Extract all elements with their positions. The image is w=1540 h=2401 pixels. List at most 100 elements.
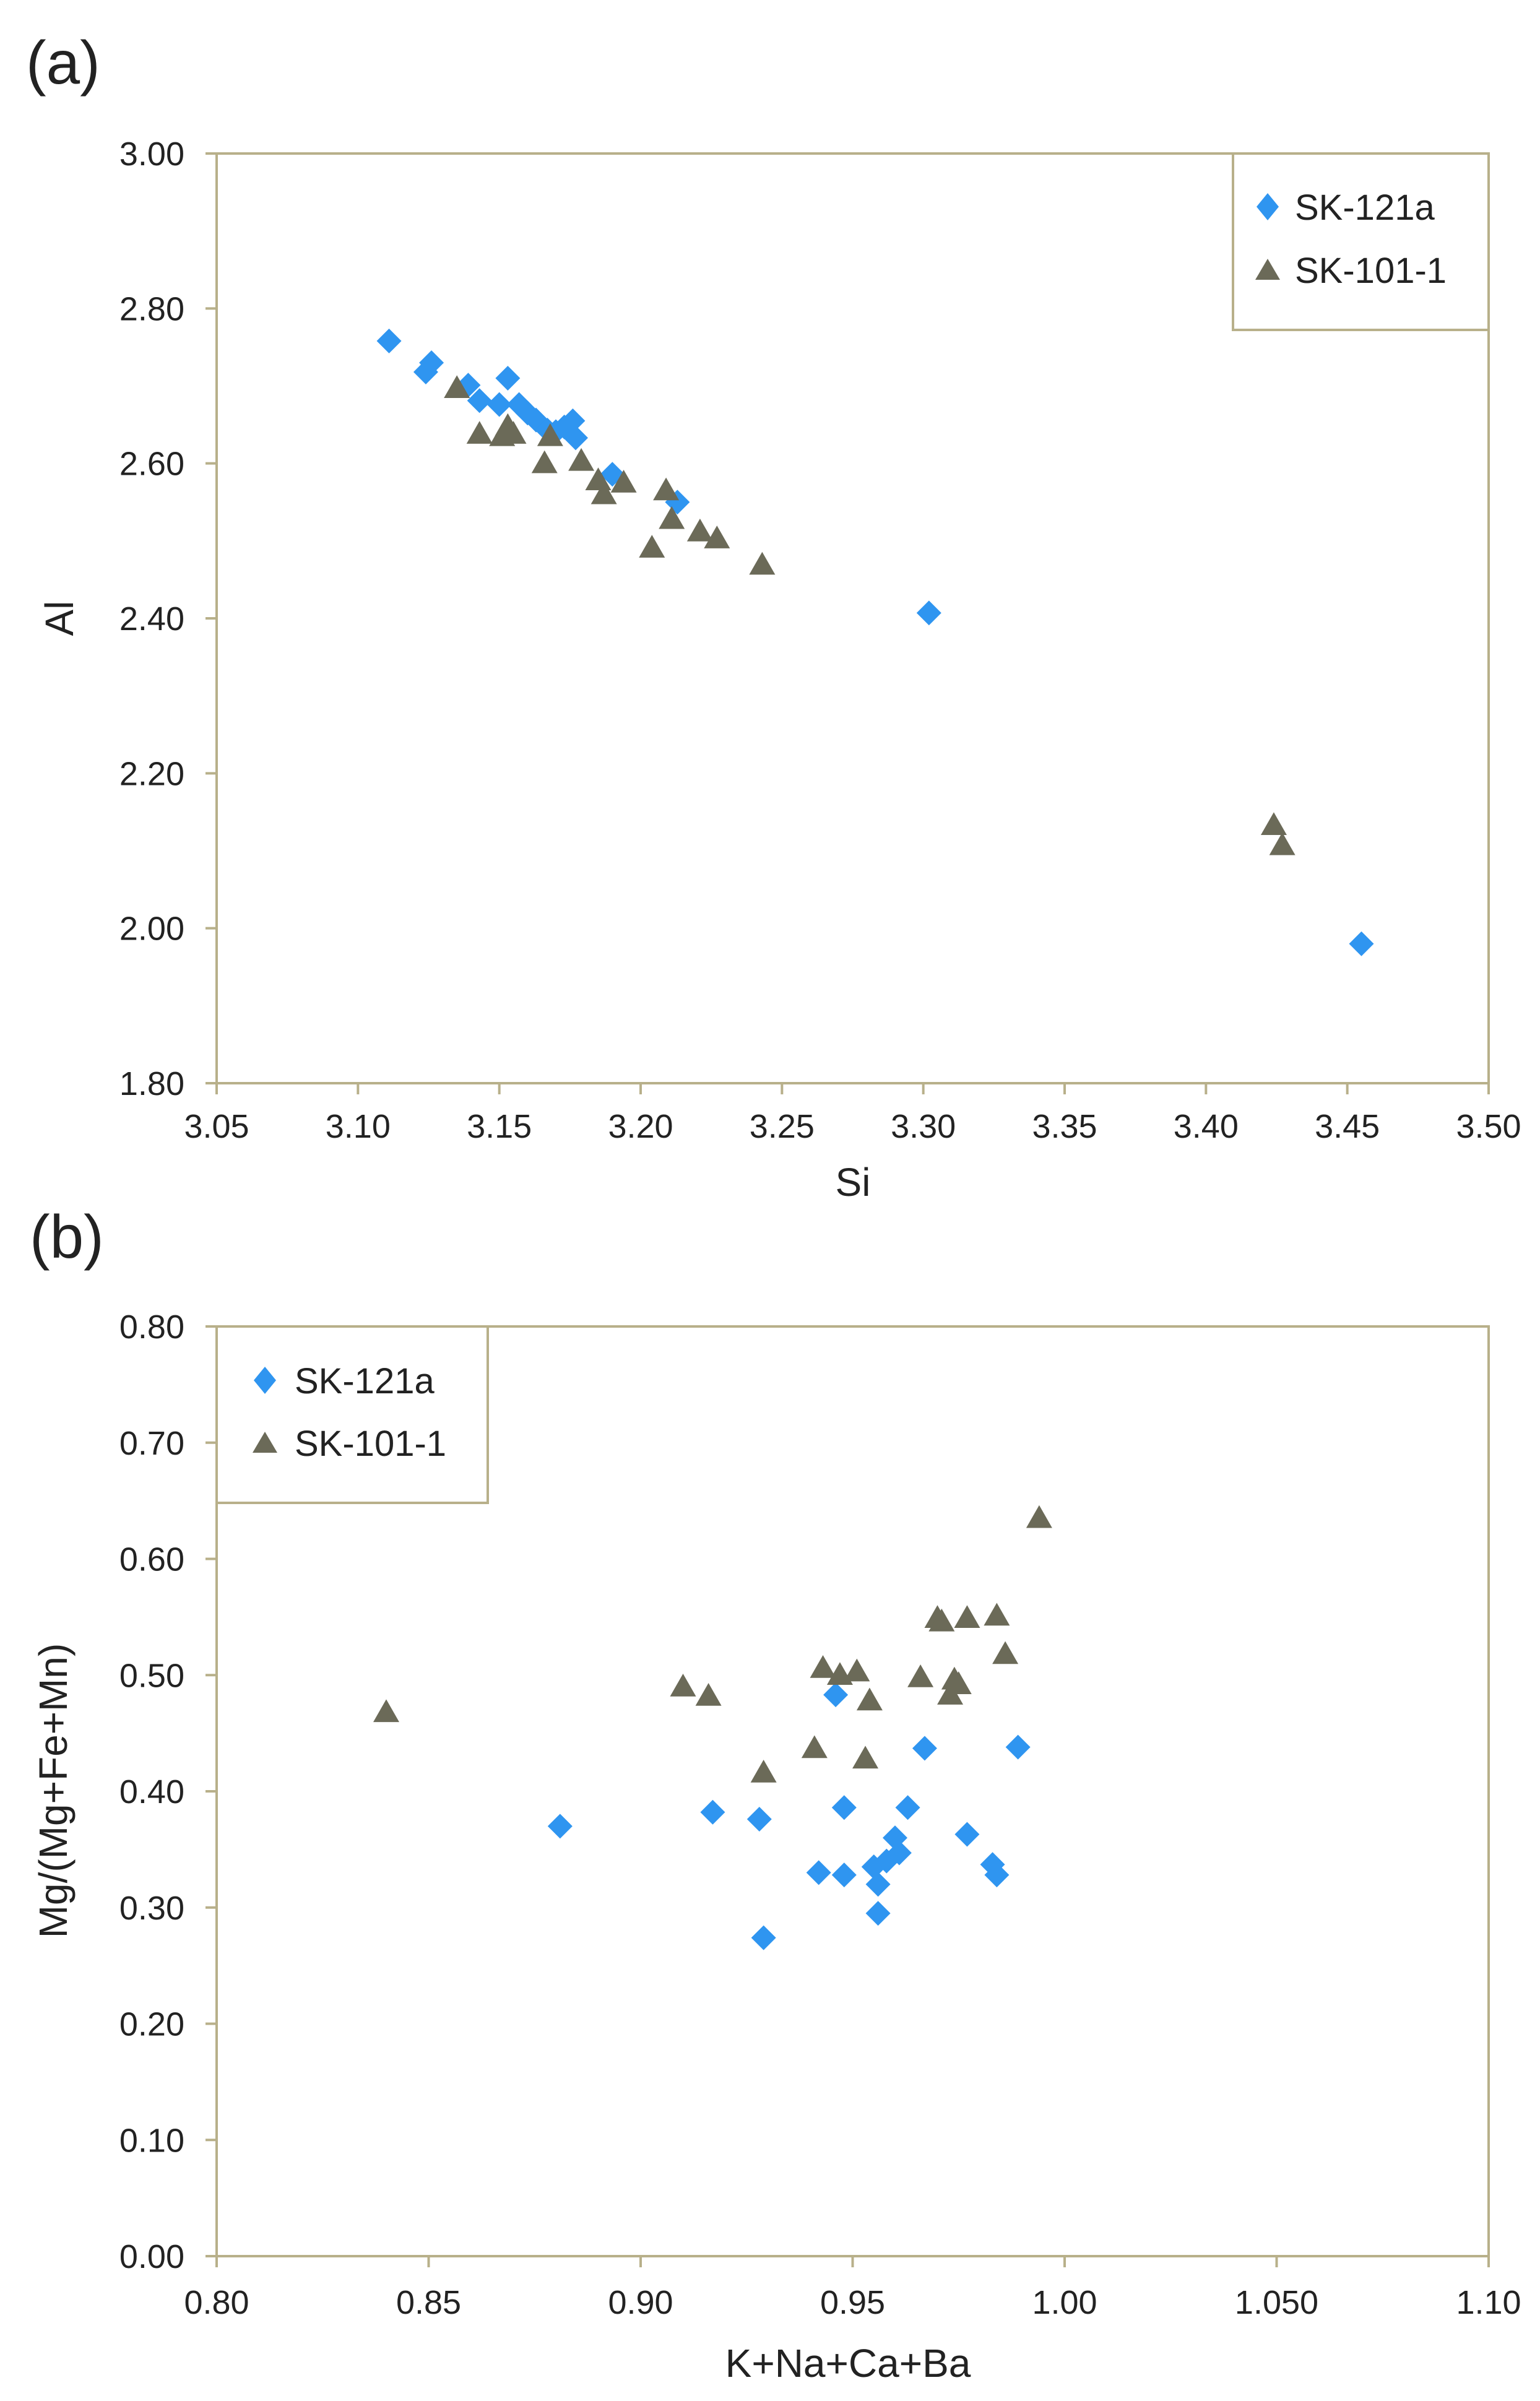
y-tick-label: 0.00	[119, 2238, 184, 2275]
y-axis-ticks-b: 0.00 0.10 0.20 0.30 0.40 0.50 0.60 0.70 0.80	[119, 1309, 217, 2275]
legend-marker-sk121a-b	[254, 1367, 276, 1394]
x-axis-title-b: K+Na+Ca+Ba	[725, 2341, 971, 2386]
data-point-sk121a	[746, 1807, 772, 1832]
data-point-sk101	[500, 421, 527, 444]
data-point-sk121a	[487, 392, 512, 417]
data-point-sk101	[695, 1683, 722, 1706]
data-point-sk121a	[916, 600, 941, 626]
data-point-sk101	[659, 506, 685, 529]
data-point-sk101	[531, 450, 558, 474]
data-point-sk101	[1260, 812, 1287, 835]
data-point-sk121a	[886, 1840, 912, 1866]
data-point-sk121a	[495, 365, 521, 391]
y-tick-label: 0.20	[119, 2006, 184, 2043]
data-point-sk101	[639, 535, 665, 558]
data-points-b	[373, 1505, 1052, 1950]
data-point-sk101	[984, 1603, 1010, 1626]
legend-box-b	[215, 1325, 489, 1504]
legend-marker-sk101-b	[253, 1432, 277, 1453]
data-point-sk101	[704, 526, 730, 548]
data-point-sk121a	[895, 1795, 920, 1820]
chart-panel-a: (a) 1.80 2.00 2.20 2.40 2.60 2.80 3.00 3.05 3.1…	[26, 28, 1521, 1205]
data-point-sk121a	[823, 1682, 849, 1708]
data-point-sk121a	[831, 1862, 857, 1888]
y-tick-label: 0.30	[119, 1890, 184, 1927]
data-point-sk101	[749, 552, 776, 575]
legend-b: SK-121a SK-101-1	[215, 1325, 489, 1504]
data-point-sk101	[686, 518, 713, 542]
y-tick-label: 1.80	[119, 1065, 184, 1102]
data-point-sk101	[590, 481, 617, 504]
y-tick-label: 0.50	[119, 1657, 184, 1694]
data-point-sk121a	[984, 1862, 1010, 1888]
y-tick-label: 2.80	[119, 290, 184, 327]
data-point-sk101	[992, 1641, 1019, 1664]
legend-label-sk121a-b: SK-121a	[295, 1361, 435, 1401]
y-tick-label: 2.20	[119, 755, 184, 792]
x-tick-label: 3.10	[326, 1108, 391, 1145]
y-tick-label: 0.10	[119, 2122, 184, 2159]
data-point-sk101	[810, 1655, 836, 1678]
data-point-sk121a	[751, 1925, 776, 1950]
data-point-sk101	[844, 1658, 870, 1682]
legend-marker-sk101-a	[1255, 259, 1280, 280]
y-axis-title-a: Al	[37, 601, 82, 636]
data-point-sk101	[653, 477, 680, 501]
x-tick-label: 3.40	[1174, 1108, 1239, 1145]
data-point-sk101	[928, 1608, 955, 1632]
y-axis-ticks-a: 1.80 2.00 2.20 2.40 2.60 2.80 3.00	[119, 136, 217, 1102]
x-tick-label: 3.45	[1315, 1108, 1380, 1145]
data-point-sk121a	[467, 388, 492, 413]
data-point-sk101	[856, 1687, 883, 1711]
chart-panel-b: (b) 0.00 0.10 0.20 0.30 0.40 0.50 0.60 0.70 0.80…	[30, 1203, 1521, 2386]
y-tick-label: 0.40	[119, 1773, 184, 1810]
data-point-sk121a	[865, 1872, 891, 1897]
x-tick-label: 1.10	[1456, 2284, 1521, 2321]
data-point-sk101	[1269, 832, 1296, 855]
x-axis-ticks-b: 0.80 0.85 0.90 0.95 1.00 1.050 1.10	[184, 2256, 1521, 2321]
legend-label-sk121a-a: SK-121a	[1295, 188, 1435, 228]
x-tick-label: 3.25	[750, 1108, 815, 1145]
x-tick-label: 0.95	[820, 2284, 885, 2321]
data-point-sk101	[801, 1735, 828, 1759]
y-tick-label: 0.60	[119, 1541, 184, 1578]
y-tick-label: 2.60	[119, 446, 184, 483]
x-tick-label: 3.20	[608, 1108, 673, 1145]
y-axis-title-b: Mg/(Mg+Fe+Mn)	[31, 1643, 76, 1939]
data-point-sk121a	[1005, 1734, 1031, 1760]
panel-label-a: (a)	[26, 28, 100, 97]
data-point-sk121a	[560, 408, 586, 433]
x-tick-label: 3.30	[891, 1108, 956, 1145]
legend-a: SK-121a SK-101-1	[1232, 152, 1490, 331]
data-point-sk101	[954, 1605, 980, 1629]
y-tick-label: 0.80	[119, 1309, 184, 1346]
legend-label-sk101-b: SK-101-1	[295, 1424, 446, 1464]
legend-marker-sk121a-a	[1257, 193, 1279, 220]
data-point-sk121a	[1349, 931, 1374, 956]
data-point-sk101	[852, 1746, 879, 1769]
y-tick-label: 2.00	[119, 911, 184, 948]
data-point-sk121a	[831, 1795, 857, 1820]
legend-box-a	[1232, 152, 1490, 331]
data-point-sk121a	[419, 350, 444, 375]
x-tick-label: 3.35	[1032, 1108, 1097, 1145]
data-point-sk101	[568, 448, 595, 471]
y-tick-label: 2.40	[119, 600, 184, 638]
data-point-sk101	[945, 1671, 972, 1695]
x-tick-label: 0.90	[608, 2284, 673, 2321]
y-tick-label: 3.00	[119, 136, 184, 173]
data-point-sk121a	[547, 1814, 573, 1839]
data-point-sk121a	[700, 1799, 725, 1825]
data-point-sk101	[444, 375, 470, 399]
panel-label-b: (b)	[30, 1203, 104, 1271]
data-point-sk121a	[563, 425, 588, 451]
data-point-sk121a	[806, 1860, 831, 1885]
data-point-sk121a	[865, 1901, 891, 1926]
data-point-sk101	[373, 1699, 399, 1723]
x-tick-label: 0.80	[184, 2284, 249, 2321]
data-point-sk121a	[954, 1822, 980, 1847]
x-axis-title-a: Si	[836, 1160, 871, 1205]
data-point-sk101	[907, 1664, 934, 1687]
data-point-sk121a	[912, 1736, 937, 1761]
